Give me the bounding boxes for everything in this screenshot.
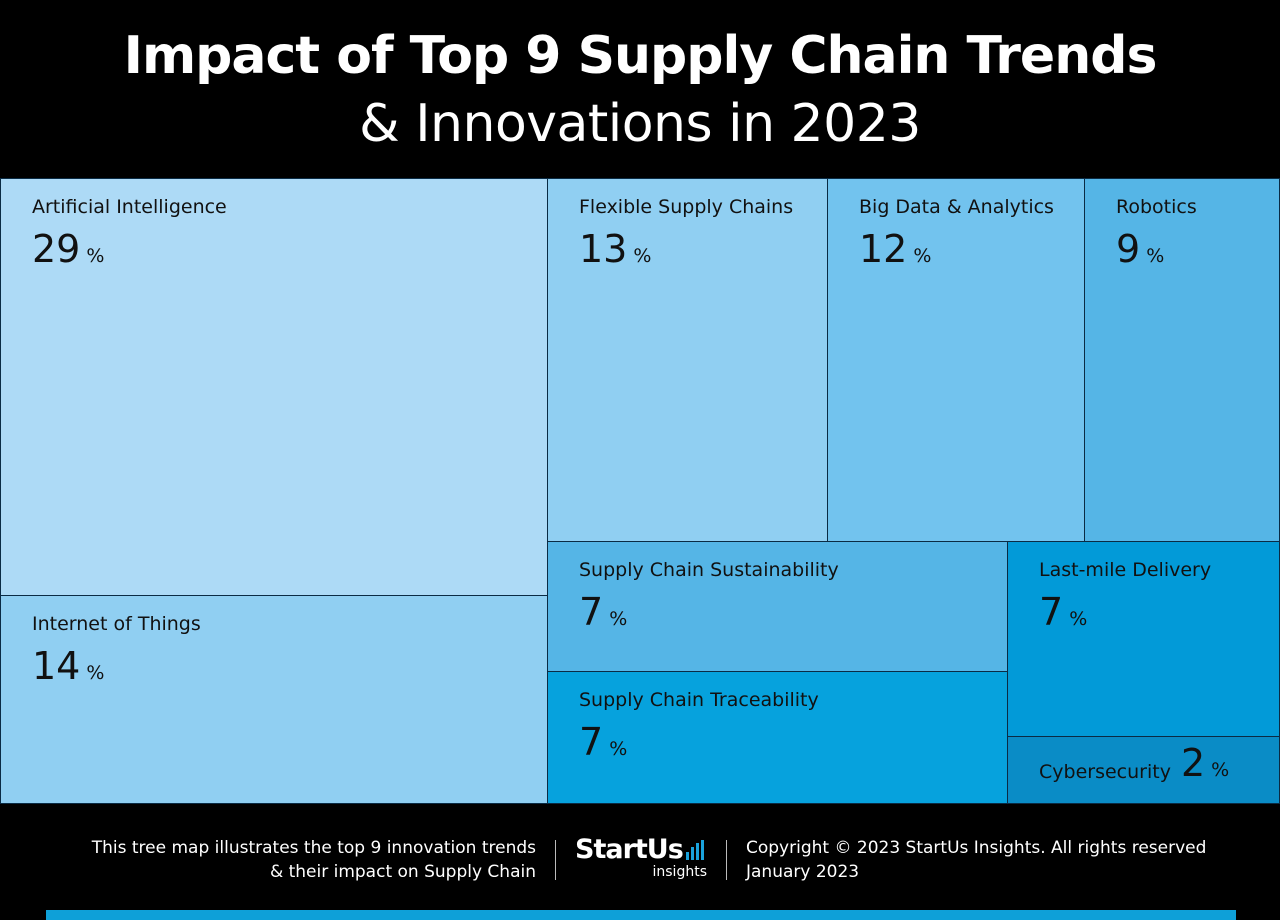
footer-divider-left bbox=[555, 840, 556, 880]
treemap-tile-artificial-intelligence: Artificial Intelligence 29% bbox=[0, 178, 548, 596]
footer-description-line2: & their impact on Supply Chain bbox=[269, 862, 536, 882]
tile-label: Artificial Intelligence bbox=[32, 196, 227, 218]
tile-value: 14% bbox=[32, 644, 104, 688]
footer-description: This tree map illustrates the top 9 inno… bbox=[92, 836, 536, 884]
tile-value-unit: % bbox=[913, 245, 932, 267]
tile-value-number: 29 bbox=[32, 227, 81, 271]
tile-value-unit: % bbox=[86, 662, 105, 684]
tile-value-number: 2 bbox=[1180, 741, 1206, 785]
tile-value-unit: % bbox=[633, 245, 652, 267]
footer-divider-right bbox=[726, 840, 727, 880]
tile-value-number: 12 bbox=[859, 227, 908, 271]
logo-wordmark: StartUs bbox=[575, 834, 684, 865]
tile-value-number: 7 bbox=[579, 720, 604, 764]
tile-value: 12% bbox=[859, 227, 931, 271]
tile-value: 7% bbox=[579, 720, 627, 764]
bar-chart-icon bbox=[686, 840, 708, 860]
tile-value-number: 7 bbox=[579, 590, 604, 634]
treemap-tile-supply-chain-traceability: Supply Chain Traceability 7% bbox=[547, 671, 1008, 804]
tile-value-unit: % bbox=[1146, 245, 1165, 267]
tile-value-number: 13 bbox=[579, 227, 628, 271]
treemap-tile-supply-chain-sustainability: Supply Chain Sustainability 7% bbox=[547, 541, 1008, 672]
tile-value-unit: % bbox=[1211, 759, 1230, 781]
tile-value: 2% bbox=[1181, 741, 1229, 785]
tile-value: 13% bbox=[579, 227, 651, 271]
bottom-accent-bar bbox=[46, 910, 1236, 920]
date-text: January 2023 bbox=[746, 862, 860, 882]
treemap-tile-internet-of-things: Internet of Things 14% bbox=[0, 595, 548, 804]
tile-value: 9% bbox=[1116, 227, 1164, 271]
footer: This tree map illustrates the top 9 inno… bbox=[0, 804, 1280, 910]
treemap-tile-big-data-analytics: Big Data & Analytics 12% bbox=[827, 178, 1085, 542]
tile-value-unit: % bbox=[609, 608, 628, 630]
tile-label: Big Data & Analytics bbox=[859, 196, 1054, 218]
chart-header: Impact of Top 9 Supply Chain Trends & In… bbox=[0, 0, 1280, 178]
treemap-tile-robotics: Robotics 9% bbox=[1084, 178, 1280, 542]
treemap-tile-flexible-supply-chains: Flexible Supply Chains 13% bbox=[547, 178, 828, 542]
chart-subtitle: & Innovations in 2023 bbox=[359, 94, 921, 154]
tile-label: Supply Chain Traceability bbox=[579, 689, 819, 711]
logo-subtext: insights bbox=[652, 864, 708, 880]
treemap: Artificial Intelligence 29% Internet of Th… bbox=[0, 178, 1280, 804]
tile-value: 7% bbox=[1039, 590, 1087, 634]
tile-value-unit: % bbox=[609, 738, 628, 760]
tile-value-number: 9 bbox=[1116, 227, 1141, 271]
treemap-tile-cybersecurity: Cybersecurity 2% bbox=[1007, 736, 1280, 804]
treemap-tile-last-mile-delivery: Last-mile Delivery 7% bbox=[1007, 541, 1280, 737]
tile-value-unit: % bbox=[1069, 608, 1088, 630]
tile-value-number: 14 bbox=[32, 644, 81, 688]
startus-insights-logo: StartUs insights bbox=[575, 834, 707, 884]
chart-title: Impact of Top 9 Supply Chain Trends bbox=[123, 26, 1158, 86]
tile-label: Flexible Supply Chains bbox=[579, 196, 794, 218]
tile-label: Last-mile Delivery bbox=[1039, 559, 1212, 581]
tile-label: Supply Chain Sustainability bbox=[579, 559, 839, 581]
copyright-text: Copyright © 2023 StartUs Insights. All r… bbox=[746, 838, 1207, 858]
tile-label: Robotics bbox=[1116, 196, 1197, 218]
tile-value: 7% bbox=[579, 590, 627, 634]
tile-value-unit: % bbox=[86, 245, 105, 267]
tile-label: Internet of Things bbox=[32, 613, 201, 635]
tile-value: 29% bbox=[32, 227, 104, 271]
footer-copyright: Copyright © 2023 StartUs Insights. All r… bbox=[746, 836, 1206, 884]
tile-value-number: 7 bbox=[1039, 590, 1064, 634]
tile-label: Cybersecurity bbox=[1039, 761, 1171, 783]
footer-description-line1: This tree map illustrates the top 9 inno… bbox=[91, 838, 536, 858]
